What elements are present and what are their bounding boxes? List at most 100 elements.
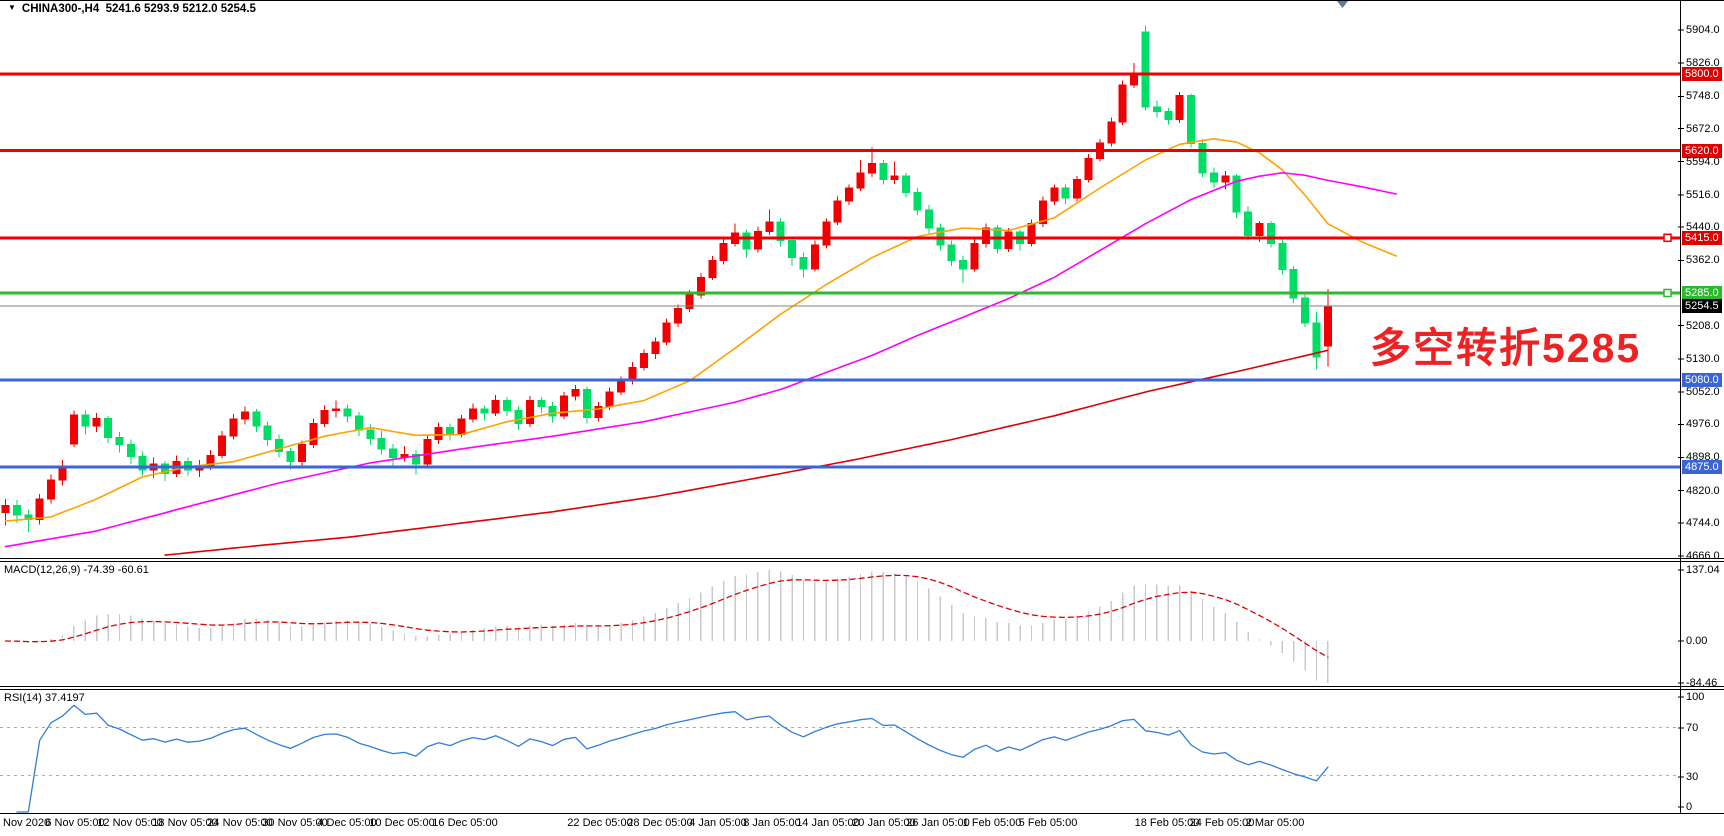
candle-body xyxy=(229,418,238,437)
candle-body xyxy=(788,240,797,259)
candle-body xyxy=(742,232,751,250)
candle-body xyxy=(605,391,614,407)
candle-body xyxy=(389,448,398,458)
time-axis-label: 1 Feb 05:00 xyxy=(962,817,1022,829)
time-axis-label: 14 Jan 05:00 xyxy=(796,817,860,829)
candle-body xyxy=(981,227,990,244)
candle-body xyxy=(662,322,671,343)
candle-body xyxy=(1175,94,1184,121)
candle-body xyxy=(1209,172,1218,183)
candle-body xyxy=(674,308,683,324)
candle-body xyxy=(1232,175,1241,213)
candle-body xyxy=(902,175,911,193)
candle-body xyxy=(833,200,842,223)
line-handle-marker[interactable] xyxy=(1663,288,1672,298)
candle-body xyxy=(1187,94,1196,144)
price-level-label[interactable]: 5080.0 xyxy=(1682,373,1722,388)
macd-signal-line xyxy=(4,574,1329,658)
price-tick-label: 5672.0 xyxy=(1686,122,1720,135)
rsi-axis-label: 30 xyxy=(1686,771,1699,783)
candle-body xyxy=(366,429,375,440)
time-axis-label: 5 Feb 05:00 xyxy=(1018,817,1078,829)
candle-body xyxy=(1198,142,1207,174)
price-tick-label: 5362.0 xyxy=(1686,254,1720,267)
candle-body xyxy=(856,172,865,189)
candle-body xyxy=(867,162,876,174)
ma-slow-line xyxy=(164,349,1329,556)
candle-body xyxy=(411,453,420,465)
candle-body xyxy=(47,479,56,500)
candle-body xyxy=(480,408,489,414)
candle-body xyxy=(1152,106,1161,113)
candle-body xyxy=(1244,211,1253,237)
symbol-period-label: CHINA300-,H4 xyxy=(21,3,100,15)
candle-body xyxy=(845,187,854,202)
rsi-axis-label: 70 xyxy=(1686,722,1699,734)
candle-body xyxy=(1289,269,1298,299)
candle-body xyxy=(503,399,512,412)
candle-body xyxy=(651,341,660,354)
candle-body xyxy=(719,242,728,261)
time-axis-label: Nov 2020 xyxy=(3,817,51,829)
candle-body xyxy=(252,411,261,427)
candle-body xyxy=(1323,305,1332,347)
candle-body xyxy=(1027,223,1036,244)
time-axis-label: 26 Jan 05:00 xyxy=(906,817,970,829)
chart-shift-marker-icon[interactable] xyxy=(1337,1,1348,8)
time-axis-label: 2 Mar 05:00 xyxy=(1245,817,1305,829)
candle-body xyxy=(69,414,78,445)
candle-body xyxy=(1141,31,1150,108)
price-level-label[interactable]: 5620.0 xyxy=(1682,143,1722,158)
candle-body xyxy=(468,408,477,420)
price-tick-label: 4666.0 xyxy=(1686,549,1720,562)
candle-body xyxy=(514,410,523,424)
time-axis-label: 18 Nov 05:00 xyxy=(152,817,218,829)
time-axis-label: 22 Dec 05:00 xyxy=(567,817,633,829)
price-level-label[interactable]: 5800.0 xyxy=(1682,67,1722,82)
candle-body xyxy=(1266,223,1275,244)
candle-body xyxy=(1221,175,1230,183)
candle-body xyxy=(1312,322,1321,358)
candle-body xyxy=(1084,157,1093,181)
candle-body xyxy=(218,435,227,457)
candle-body xyxy=(320,410,329,424)
annotation-text[interactable]: 多空转折5285 xyxy=(1370,325,1642,371)
rsi-line xyxy=(16,704,1329,813)
price-tick-label: 4976.0 xyxy=(1686,418,1720,431)
candle-body xyxy=(161,463,170,475)
price-level-label: 5254.5 xyxy=(1682,298,1722,313)
price-tick-label: 5748.0 xyxy=(1686,90,1720,103)
candle-body xyxy=(1050,187,1059,202)
time-axis-label: 6 Nov 05:00 xyxy=(45,817,105,829)
candle-body xyxy=(765,221,774,232)
price-tick-label: 4744.0 xyxy=(1686,516,1720,529)
candle-body xyxy=(1073,179,1082,199)
macd-indicator-label: MACD(12,26,9) -74.39 -60.61 xyxy=(4,564,149,576)
candle-body xyxy=(377,438,386,450)
candle-body xyxy=(457,418,466,435)
candle-body xyxy=(537,399,546,407)
price-level-label[interactable]: 4875.0 xyxy=(1682,460,1722,475)
candle-body xyxy=(286,450,295,463)
price-level-label[interactable]: 5285.0 xyxy=(1682,285,1722,300)
time-axis-label: 18 Feb 05:00 xyxy=(1134,817,1200,829)
line-handle-marker[interactable] xyxy=(1663,233,1672,243)
price-tick-label: 5516.0 xyxy=(1686,188,1720,201)
candle-body xyxy=(560,395,569,417)
time-axis-label: 20 Jan 05:00 xyxy=(852,817,916,829)
candle-body xyxy=(799,257,808,270)
price-level-label[interactable]: 5415.0 xyxy=(1682,230,1722,245)
symbol-dropdown-icon[interactable]: ▼ xyxy=(8,3,16,12)
time-axis-label: 28 Dec 05:00 xyxy=(627,817,693,829)
ohlc-quote-line: ▼ CHINA300-,H4 5241.6 5293.9 5212.0 5254.… xyxy=(8,3,256,15)
candle-body xyxy=(115,436,124,446)
candle-body xyxy=(446,427,455,435)
candle-body xyxy=(354,415,363,431)
candle-body xyxy=(924,209,933,229)
candle-body xyxy=(92,417,101,427)
candle-body xyxy=(1004,231,1013,249)
candle-body xyxy=(126,444,135,458)
price-tick-label: 4820.0 xyxy=(1686,484,1720,497)
candle-body xyxy=(548,405,557,417)
